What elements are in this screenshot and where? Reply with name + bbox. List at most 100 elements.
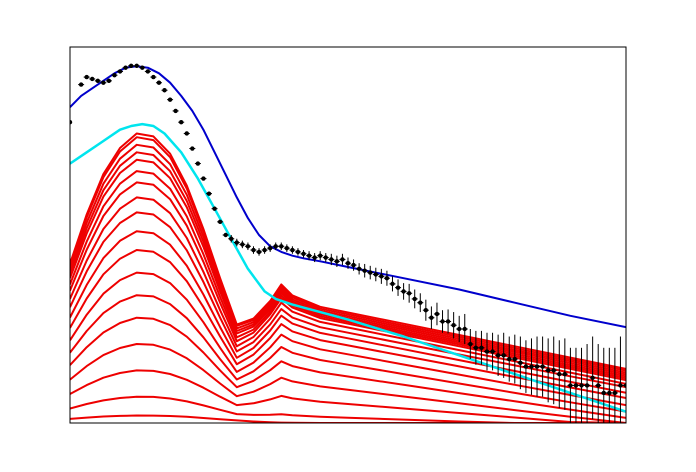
data-point-12 <box>134 63 139 68</box>
data-point-76 <box>490 349 495 354</box>
data-point-20 <box>179 120 184 125</box>
data-point-54 <box>368 270 373 275</box>
data-point-44 <box>312 255 317 260</box>
data-point-91 <box>573 383 579 388</box>
data-point-99 <box>618 383 623 388</box>
data-point-30 <box>234 240 239 245</box>
data-point-41 <box>295 249 301 255</box>
data-point-90 <box>568 383 573 388</box>
data-point-55 <box>373 272 378 277</box>
data-point-81 <box>518 360 523 366</box>
data-point-64 <box>423 308 429 313</box>
data-point-61 <box>406 291 412 296</box>
data-point-50 <box>345 261 351 266</box>
data-point-45 <box>318 253 323 258</box>
data-point-92 <box>579 383 584 388</box>
data-point-27 <box>217 219 223 225</box>
data-point-98 <box>612 390 618 396</box>
data-point-70 <box>457 326 462 332</box>
data-point-59 <box>395 285 401 290</box>
data-point-28 <box>223 232 228 238</box>
component-curve-16 <box>70 369 626 423</box>
data-point-95 <box>596 383 601 388</box>
data-point-62 <box>412 296 417 302</box>
data-point-85 <box>540 364 545 369</box>
component-curve-10 <box>70 230 626 394</box>
component-curve-6 <box>70 170 626 380</box>
data-point-38 <box>279 244 284 249</box>
data-point-60 <box>401 289 406 294</box>
data-point-6 <box>101 80 106 85</box>
data-point-15 <box>151 74 156 80</box>
data-point-73 <box>473 345 479 350</box>
component-curve-1 <box>70 132 626 370</box>
data-point-87 <box>551 368 556 373</box>
data-point-29 <box>229 236 234 241</box>
component-curve-18 <box>70 414 626 423</box>
data-point-86 <box>545 368 551 373</box>
data-point-93 <box>584 383 590 388</box>
data-point-56 <box>379 274 384 279</box>
data-point-46 <box>323 255 328 260</box>
component-curve-11 <box>70 249 626 399</box>
data-point-3 <box>84 74 89 80</box>
component-curve-7 <box>70 181 626 382</box>
data-point-89 <box>562 371 568 377</box>
data-point-77 <box>495 353 501 358</box>
data-point-51 <box>351 262 356 268</box>
component-curve-9 <box>70 211 626 389</box>
component-curve-12 <box>70 271 626 407</box>
data-point-35 <box>262 247 267 253</box>
data-point-84 <box>534 364 540 369</box>
data-point-10 <box>123 65 128 70</box>
data-point-52 <box>356 266 362 272</box>
data-point-68 <box>445 319 451 324</box>
component-curve-13 <box>70 294 626 413</box>
data-point-32 <box>245 244 251 249</box>
data-point-88 <box>557 371 562 377</box>
plot-frame <box>69 46 627 424</box>
data-point-37 <box>273 244 278 249</box>
data-point-16 <box>156 80 162 85</box>
data-point-63 <box>418 300 423 305</box>
data-point-47 <box>329 257 334 262</box>
data-point-53 <box>362 268 367 273</box>
component-curve-17 <box>70 395 626 423</box>
data-point-96 <box>601 390 606 396</box>
data-point-25 <box>206 191 212 196</box>
data-point-34 <box>256 249 262 255</box>
data-point-7 <box>106 78 112 84</box>
data-point-49 <box>340 257 345 262</box>
data-point-69 <box>451 323 456 328</box>
data-point-42 <box>301 251 306 256</box>
data-point-67 <box>440 319 445 324</box>
data-point-1 <box>70 120 73 125</box>
data-point-83 <box>529 364 534 369</box>
data-point-75 <box>484 349 490 354</box>
data-point-24 <box>201 176 206 181</box>
data-point-8 <box>112 73 117 78</box>
data-point-39 <box>284 245 290 251</box>
component-curve-15 <box>70 343 626 423</box>
data-point-58 <box>390 281 395 287</box>
data-point-74 <box>479 345 484 350</box>
data-point-79 <box>507 356 512 362</box>
data-point-22 <box>190 146 195 151</box>
plot-area <box>70 63 626 423</box>
component-curve-4 <box>70 151 626 376</box>
data-point-72 <box>468 341 473 347</box>
data-point-13 <box>140 65 145 70</box>
data-point-94 <box>590 375 595 381</box>
data-point-71 <box>462 326 467 332</box>
data-point-11 <box>128 63 134 68</box>
data-point-82 <box>523 364 529 369</box>
component-curve-8 <box>70 196 626 385</box>
component-curve-14 <box>70 316 626 419</box>
data-point-14 <box>145 69 151 74</box>
data-point-31 <box>240 242 245 247</box>
data-point-18 <box>167 97 173 102</box>
data-point-100 <box>623 383 626 388</box>
data-point-23 <box>195 161 201 166</box>
data-point-9 <box>117 69 123 74</box>
